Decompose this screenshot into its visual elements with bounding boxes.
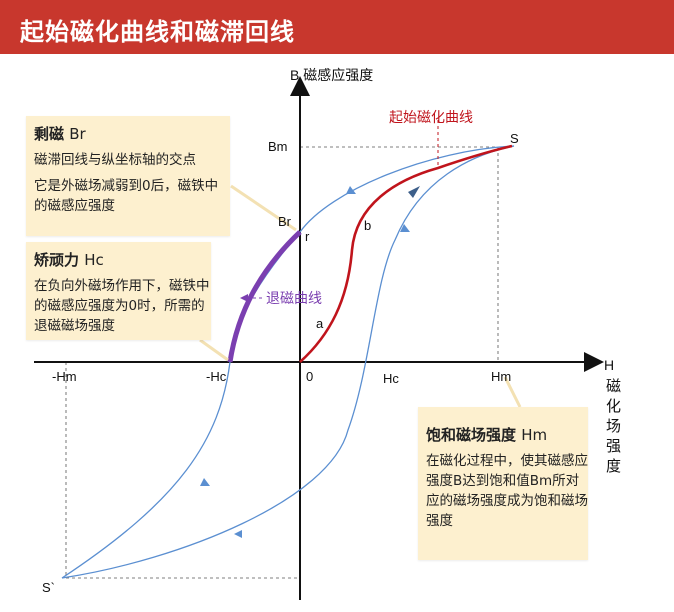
br-note-pointer xyxy=(230,184,297,232)
loop-lower-branch xyxy=(61,145,515,579)
coercivity-note: 矫顽力 Hc 在负向外磁场作用下，磁铁中的磁感应强度为0时，所需的退磁磁场强度 xyxy=(26,242,211,340)
x-axis-label-char-1: 磁 xyxy=(606,378,621,395)
point-s-label: S xyxy=(510,131,519,146)
bm-label: Bm xyxy=(268,139,288,154)
point-b-label: b xyxy=(364,218,371,233)
hc-label: Hc xyxy=(383,371,399,386)
initial-curve-label: 起始磁化曲线 xyxy=(389,109,473,125)
guide-lines xyxy=(65,146,499,579)
coercivity-note-line-1: 在负向外磁场作用下，磁铁中的磁感应强度为0时，所需的退磁磁场强度 xyxy=(34,278,210,334)
point-s-neg-label: S` xyxy=(42,580,55,595)
demag-curve-label: 退磁曲线 xyxy=(266,290,322,306)
loop-arrow-upper xyxy=(346,186,356,194)
point-a-label: a xyxy=(316,316,324,331)
initial-curve-arrow xyxy=(408,186,420,198)
remanence-note-abbr: Br xyxy=(69,125,86,143)
neg-hc-label: -Hc xyxy=(206,369,227,384)
br-label: Br xyxy=(278,214,292,229)
origin-label: 0 xyxy=(306,369,313,384)
remanence-note-line-1: 磁滞回线与纵坐标轴的交点 xyxy=(34,152,196,168)
coercivity-note-abbr: Hc xyxy=(84,251,104,269)
initial-magnetization-curve xyxy=(299,144,513,363)
remanence-note-line-2: 它是外磁场减弱到0后，磁铁中的磁感应强度 xyxy=(34,178,219,214)
loop-direction-arrows xyxy=(200,186,410,538)
header-bar: 起始磁化曲线和磁滞回线 xyxy=(0,0,674,54)
x-axis-label-char-2: 化 xyxy=(606,398,621,415)
loop-arrow-bottom xyxy=(234,530,242,538)
demagnetization-curve xyxy=(227,230,302,363)
saturation-note-title: 饱和磁场强度 xyxy=(426,426,517,444)
saturation-note: 饱和磁场强度 Hm 在磁化过程中，使其磁感应强度B达到饱和值Bm所对应的磁场强度… xyxy=(418,407,588,560)
x-axis-label-h: H xyxy=(604,357,614,373)
hc-note-pointer xyxy=(199,338,229,362)
hm-label: Hm xyxy=(491,369,511,384)
neg-hm-label: -Hm xyxy=(52,369,77,384)
x-axis-label-char-5: 度 xyxy=(606,458,621,475)
page-title: 起始磁化曲线和磁滞回线 xyxy=(20,18,295,46)
demag-pointer-arrow xyxy=(240,294,248,302)
remanence-note: 剩磁 Br 磁滞回线与纵坐标轴的交点 它是外磁场减弱到0后，磁铁中的磁感应强度 xyxy=(26,116,230,236)
y-axis-label: B 磁感应强度 xyxy=(290,67,373,83)
loop-arrow-left xyxy=(200,478,210,486)
x-axis-label-char-4: 强 xyxy=(606,438,621,455)
hm-note-pointer xyxy=(503,376,522,408)
axes xyxy=(34,76,604,600)
remanence-note-title: 剩磁 xyxy=(34,125,65,143)
x-axis-label-char-3: 场 xyxy=(606,418,621,435)
coercivity-note-title: 矫顽力 xyxy=(34,251,80,269)
loop-arrow-right xyxy=(400,224,410,232)
saturation-note-line-1: 在磁化过程中，使其磁感应强度B达到饱和值Bm所对应的磁场强度成为饱和磁场强度 xyxy=(426,453,588,529)
point-r-label: r xyxy=(305,229,310,244)
saturation-note-abbr: Hm xyxy=(521,426,548,444)
